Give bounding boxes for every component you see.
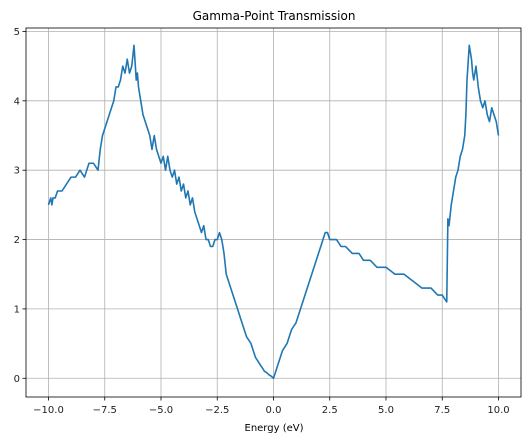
x-tick-label-8: 10.0	[487, 405, 509, 416]
series-line-0	[47, 44, 500, 380]
y-tick-label-0: 0	[14, 374, 20, 385]
x-tick-label-3: −2.5	[205, 405, 229, 416]
y-tick-label-1: 1	[14, 304, 20, 315]
x-tick-label-4: 0.0	[266, 405, 282, 416]
y-tick-label-3: 3	[14, 166, 20, 177]
chart-title: Gamma-Point Transmission	[193, 9, 356, 23]
x-tick-label-5: 2.5	[322, 405, 338, 416]
x-tick-label-2: −5.0	[149, 405, 173, 416]
x-tick-label-1: −7.5	[93, 405, 117, 416]
series-group	[47, 44, 500, 380]
x-tick-label-7: 7.5	[434, 405, 450, 416]
y-tick-label-4: 4	[14, 96, 20, 107]
x-axis-label: Energy (eV)	[245, 423, 304, 434]
grid-lines	[26, 28, 521, 397]
y-tick-label-2: 2	[14, 235, 20, 246]
x-axis-ticks: −10.0 −7.5 −5.0 −2.5 0.0 2.5 5.0 7.5 10.0	[33, 397, 510, 416]
y-axis-ticks: 0 1 2 3 4 5	[14, 27, 26, 385]
y-tick-label-5: 5	[14, 27, 20, 38]
x-tick-label-0: −10.0	[33, 405, 64, 416]
x-tick-label-6: 5.0	[378, 405, 394, 416]
